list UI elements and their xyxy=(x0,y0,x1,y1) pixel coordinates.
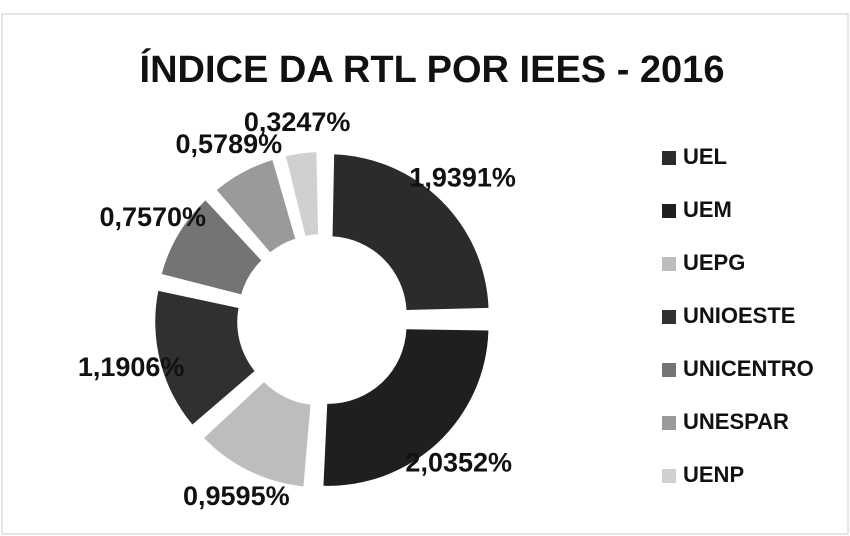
legend-swatch xyxy=(662,310,676,324)
donut-segment xyxy=(323,329,489,486)
legend-swatch xyxy=(662,257,676,271)
legend-label: UNIOESTE xyxy=(683,303,795,328)
legend-label: UEPG xyxy=(683,250,745,275)
data-label: 0,7570% xyxy=(99,202,206,232)
data-label: 0,3247% xyxy=(244,107,351,137)
data-label: 1,1906% xyxy=(78,352,185,382)
legend-swatch xyxy=(662,469,676,483)
legend-swatch xyxy=(662,204,676,218)
data-label: 2,0352% xyxy=(405,447,512,477)
legend-label: UEL xyxy=(683,144,727,169)
legend-label: UENP xyxy=(683,462,744,487)
donut-segment xyxy=(285,152,319,236)
donut-segment xyxy=(204,382,311,487)
legend-swatch xyxy=(662,151,676,165)
legend-label: UEM xyxy=(683,197,732,222)
data-label: 0,9595% xyxy=(183,481,290,511)
donut-segment xyxy=(332,154,489,310)
chart-title: ÍNDICE DA RTL POR IEES - 2016 xyxy=(140,47,725,91)
donut-segment xyxy=(155,290,255,425)
data-label: 0,5789% xyxy=(176,129,283,159)
legend-label: UNICENTRO xyxy=(683,356,814,381)
legend-swatch xyxy=(662,363,676,377)
legend-swatch xyxy=(662,416,676,430)
legend-label: UNESPAR xyxy=(683,409,789,434)
data-label: 1,9391% xyxy=(409,163,516,193)
donut-segment xyxy=(161,200,262,295)
donut-segment xyxy=(216,159,296,253)
